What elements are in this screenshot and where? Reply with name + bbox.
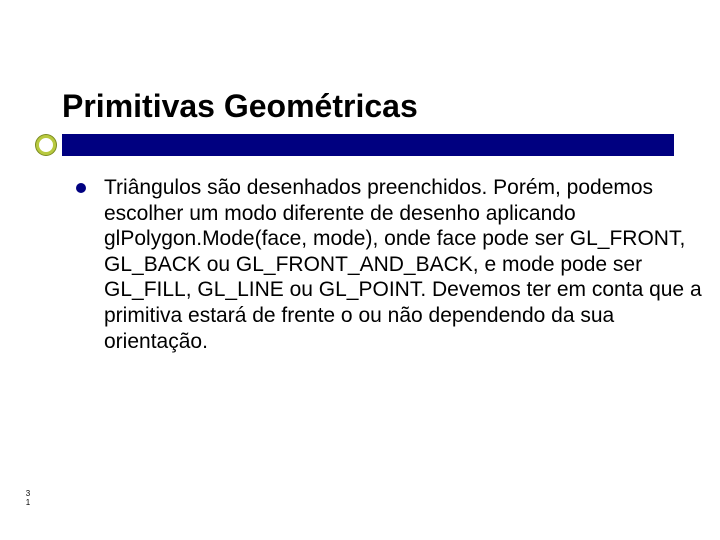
page-number: 3 1 [24,490,32,508]
content-area: Triângulos são desenhados preenchidos. P… [76,175,720,354]
title-underline-bar [62,134,674,156]
slide-title: Primitivas Geométricas [62,88,418,125]
bullet-item: Triângulos são desenhados preenchidos. P… [76,175,720,354]
body-text: Triângulos são desenhados preenchidos. P… [104,175,720,354]
title-underline-circle-icon [36,135,56,155]
bullet-icon [76,183,86,193]
slide: Primitivas Geométricas Triângulos são de… [0,0,720,540]
page-number-bottom: 1 [24,499,32,508]
